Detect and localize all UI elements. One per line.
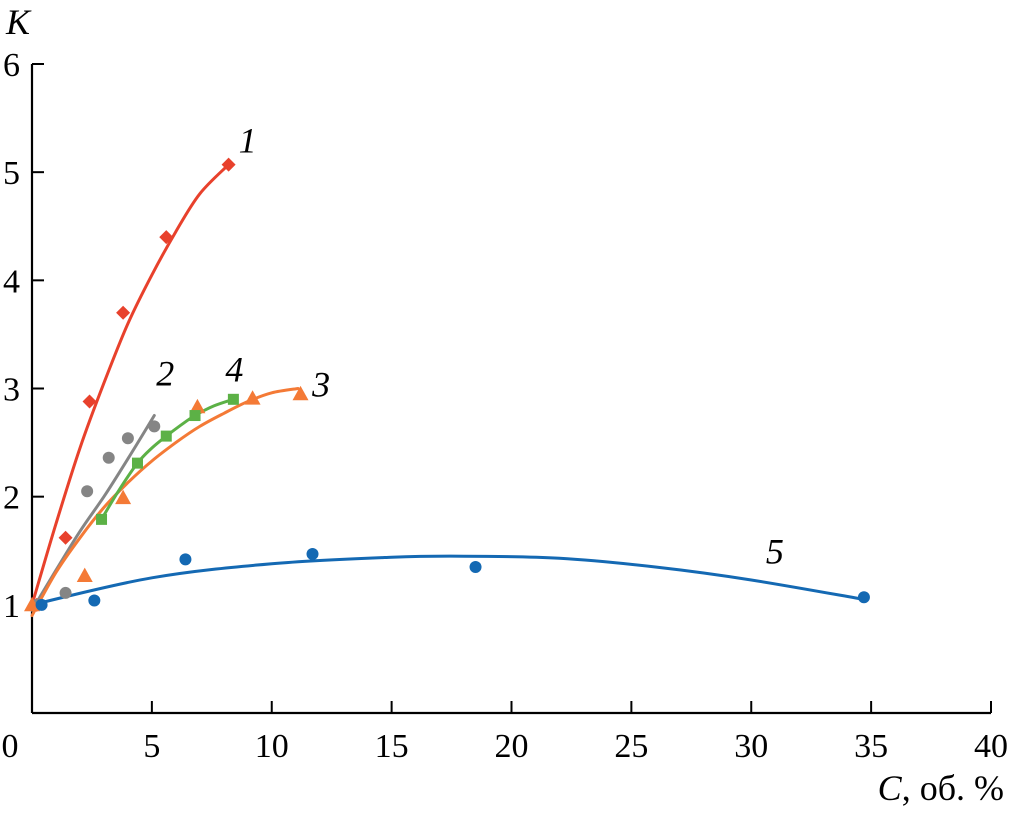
series-5-point [857, 591, 870, 604]
series-1-curve [30, 163, 231, 607]
series-3-point [292, 385, 309, 401]
series-2-point [59, 586, 72, 599]
y-tick-label: 1 [3, 588, 20, 625]
x-tick-label: 10 [255, 728, 289, 765]
series-5-point [35, 598, 48, 611]
series-3-point [76, 567, 93, 583]
fit-curves [30, 163, 866, 618]
series-4-label: 4 [225, 349, 243, 389]
series-4-point [160, 430, 172, 442]
x-axis-title-var: C [878, 768, 903, 808]
y-tick-label: 6 [3, 47, 20, 84]
x-axis-title-unit: , об. % [902, 768, 1004, 808]
series-1-point [58, 530, 73, 545]
series-1-point [116, 305, 131, 320]
y-tick-label: 4 [3, 263, 20, 300]
series-4-point [227, 393, 239, 405]
series-4-point [131, 457, 143, 469]
x-tick-label: 20 [495, 728, 529, 765]
series-1-point [221, 157, 236, 172]
series-5-point [306, 547, 319, 560]
series-5-point [179, 553, 192, 566]
series-2-point [81, 485, 94, 498]
x-tick-label: 30 [734, 728, 768, 765]
x-tick-label: 0 [2, 728, 19, 765]
series-4-point [189, 410, 201, 422]
x-tick-label: 5 [143, 728, 160, 765]
series-2-point [102, 451, 115, 464]
x-tick-label: 35 [854, 728, 888, 765]
series-2-point [148, 420, 161, 433]
x-tick-label: 15 [375, 728, 409, 765]
series-5-point [88, 594, 101, 607]
data-markers [24, 157, 870, 612]
y-tick-label: 2 [3, 480, 20, 517]
y-tick-label: 5 [3, 155, 20, 192]
series-3-label: 3 [311, 365, 330, 405]
y-tick-label: 3 [3, 372, 20, 409]
axes [30, 64, 991, 715]
series-2-point [121, 432, 134, 445]
series-5-curve [30, 554, 866, 607]
y-axis-title: K [5, 2, 32, 42]
series-3-point [244, 390, 261, 405]
series-1-point [159, 230, 174, 245]
series-2-label: 2 [156, 354, 174, 394]
series-3-point [189, 398, 206, 414]
series-3-point [115, 489, 132, 505]
series-labels: 1 2 3 4 5 [156, 121, 784, 572]
series-1-point [82, 394, 97, 409]
x-axis-title: C, об. % [878, 768, 1004, 808]
series-3-curve [30, 387, 300, 618]
series-5-point [469, 560, 482, 573]
x-tick-label: 25 [614, 728, 648, 765]
series-3-point [24, 596, 40, 612]
x-tick-label: 40 [974, 728, 1008, 765]
series-1-label: 1 [239, 121, 257, 161]
series-4-point [96, 513, 108, 525]
series-5-label: 5 [766, 531, 784, 571]
